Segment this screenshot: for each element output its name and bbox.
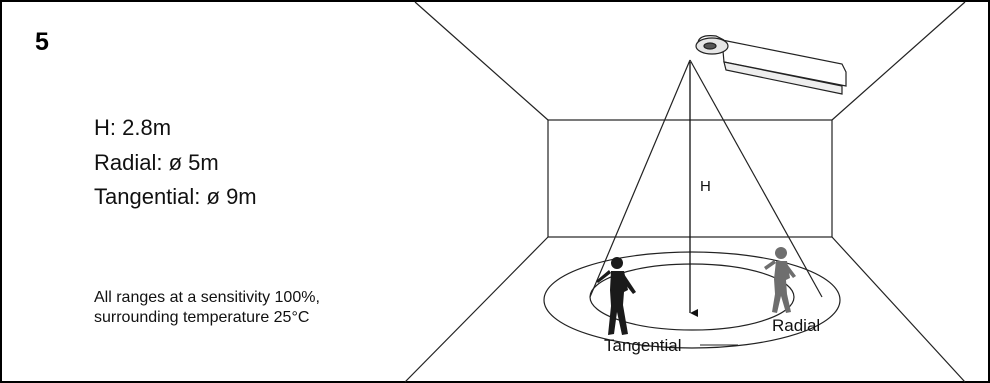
sensor-fixture-icon [695,35,847,95]
person-tangential-icon [596,257,636,335]
room-perspective-lines [404,1,966,383]
radial-range-ellipse [589,263,795,331]
figure-number: 5 [35,28,49,56]
note-line-1: All ranges at a sensitivity 100%, [94,289,320,306]
radial-label: Radial [772,316,820,335]
tangential-range-ellipse [543,251,841,349]
spec-tangential: Tangential: ø 9m [94,184,257,209]
spec-radial: Radial: ø 5m [94,150,219,175]
detection-cone [589,59,823,298]
spec-height: H: 2.8m [94,115,172,140]
tangential-label: Tangential [604,336,682,355]
height-label: H [700,178,711,195]
note-line-2: surrounding temperature 25°C [94,309,310,326]
person-radial-icon [764,247,796,313]
